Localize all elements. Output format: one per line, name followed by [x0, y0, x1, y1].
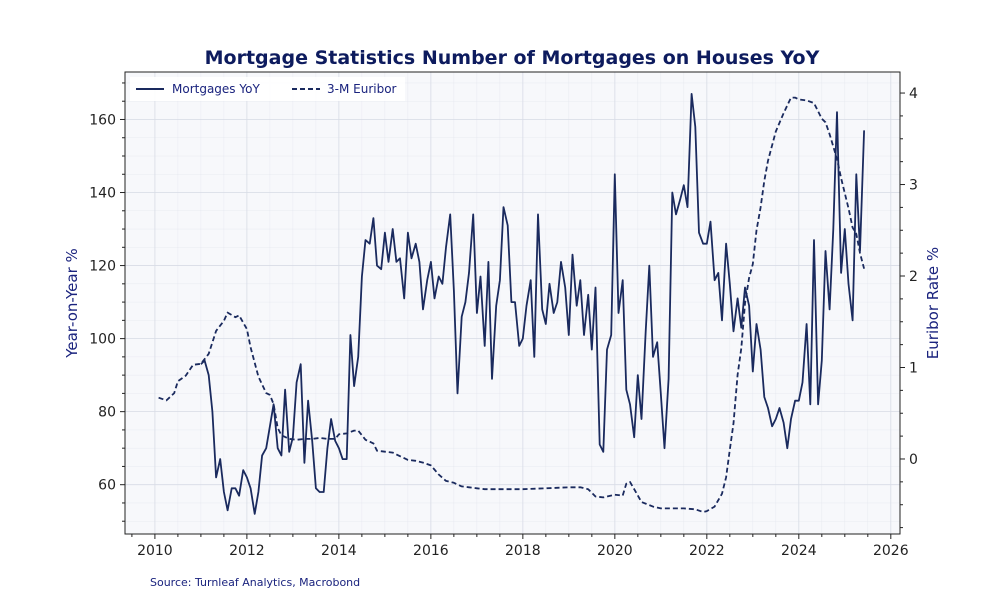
y-axis-label: Year-on-Year % — [63, 248, 81, 359]
x-tick-label: 2010 — [137, 543, 173, 559]
y2-tick-label: 1 — [909, 360, 918, 376]
plot-frame — [124, 71, 901, 535]
y2-tick-label: 0 — [909, 452, 918, 468]
series-layer — [158, 93, 865, 515]
y2-axis-label: Euribor Rate % — [924, 247, 942, 359]
x-tick-label: 2020 — [597, 543, 633, 559]
series-3m-euribor — [158, 96, 865, 513]
y-tick-label: 140 — [89, 186, 116, 202]
legend: Mortgages YoY 3-M Euribor — [130, 77, 405, 101]
x-tick-label: 2024 — [781, 543, 817, 559]
y-tick-label: 120 — [89, 259, 116, 275]
x-tick-label: 2022 — [689, 543, 725, 559]
chart-title: Mortgage Statistics Number of Mortgages … — [205, 47, 820, 69]
y-tick-label: 100 — [89, 332, 116, 348]
x-tick-label: 2016 — [413, 543, 449, 559]
y-tick-label: 160 — [89, 112, 116, 128]
legend-label-mortgages: Mortgages YoY — [172, 82, 260, 96]
ticks: 2010 2012 2014 2016 2018 2020 2022 2024 20266080… — [89, 82, 918, 559]
x-tick-label: 2026 — [873, 543, 909, 559]
legend-label-euribor: 3-M Euribor — [327, 82, 397, 96]
y-tick-label: 80 — [98, 405, 116, 421]
x-tick-label: 2014 — [321, 543, 357, 559]
y-tick-label: 60 — [98, 478, 116, 494]
y2-tick-label: 2 — [909, 269, 918, 285]
series-mortgages-yoy — [200, 93, 865, 515]
x-tick-label: 2018 — [505, 543, 541, 559]
y2-tick-label: 3 — [909, 178, 918, 194]
legend-box — [130, 77, 405, 101]
x-tick-label: 2012 — [229, 543, 265, 559]
source-note: Source: Turnleaf Analytics, Macrobond — [150, 576, 361, 589]
y2-tick-label: 4 — [909, 86, 918, 102]
